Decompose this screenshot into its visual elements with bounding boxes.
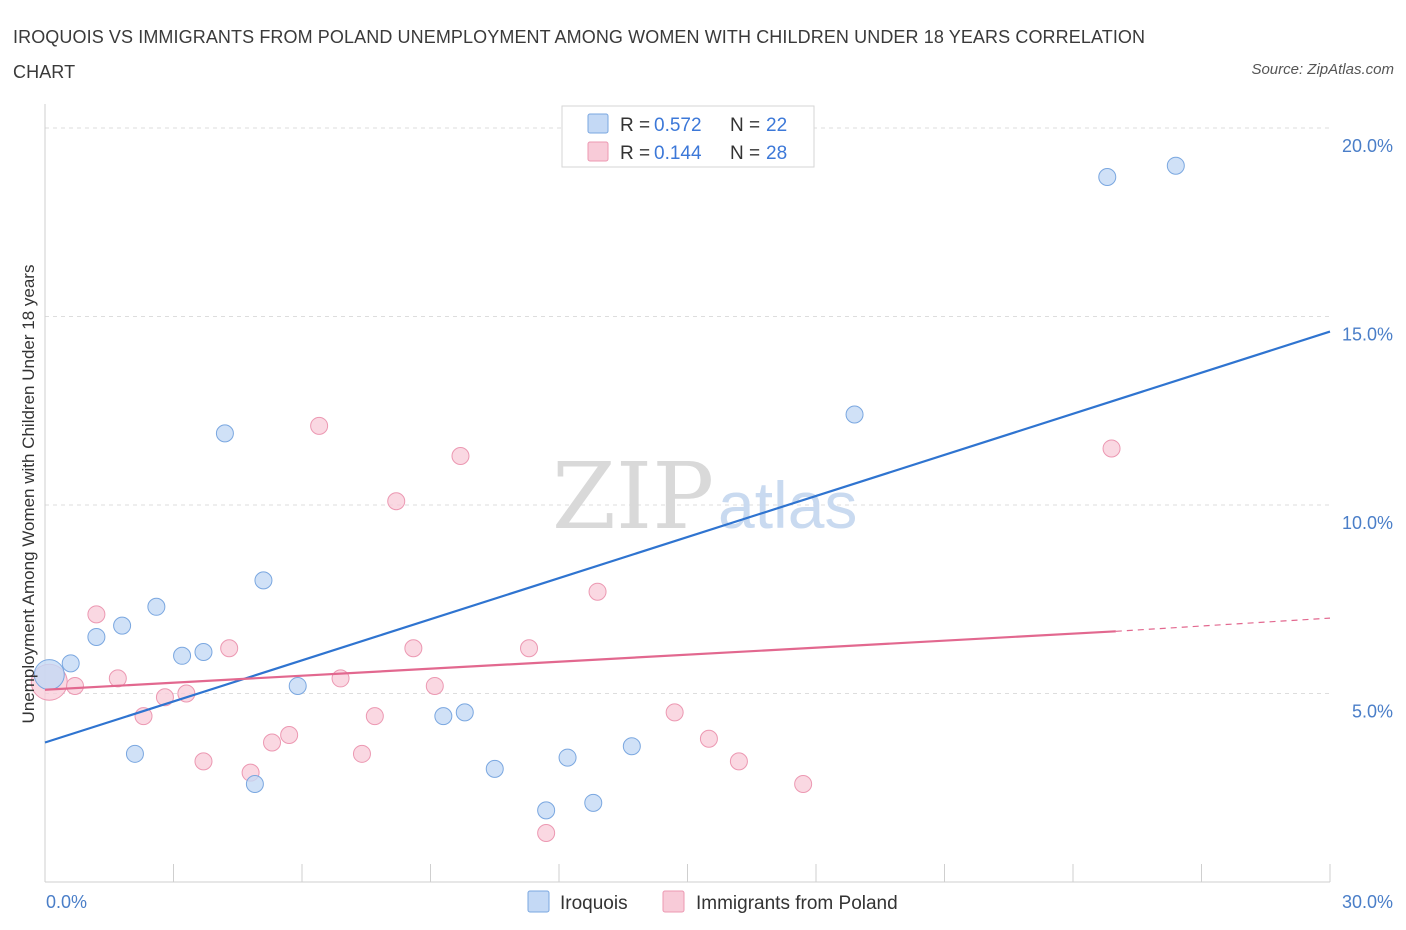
iroquois-point	[558, 748, 577, 767]
y-tick-label-10: 10.0%	[1342, 513, 1393, 533]
poland-point	[365, 707, 384, 726]
iroquois-point	[147, 597, 166, 616]
x-tick-label-0: 0.0%	[46, 892, 87, 912]
poland-point	[108, 669, 127, 688]
poland-point	[280, 725, 299, 744]
legend-r-label-1: R =	[620, 115, 650, 136]
series-iroquois-points	[33, 156, 1185, 820]
poland-trend-line	[44, 630, 1116, 691]
legend-r-value-1: 0.572	[654, 115, 702, 136]
chart-title: IROQUOIS VS IMMIGRANTS FROM POLAND UNEMP…	[13, 27, 1146, 82]
tick-labels: 0.0% 30.0% 5.0% 10.0% 15.0% 20.0%	[46, 136, 1393, 912]
poland-point	[699, 729, 718, 748]
legend-n-value-2: 28	[766, 143, 787, 164]
bottom-legend-label-iroquois: Iroquois	[560, 893, 628, 914]
iroquois-point	[125, 744, 144, 763]
iroquois-point	[113, 616, 132, 635]
poland-point	[1102, 439, 1121, 458]
source-credit: Source: ZipAtlas.com	[1251, 61, 1394, 78]
axes	[44, 104, 1331, 883]
iroquois-point	[622, 737, 641, 756]
iroquois-point	[33, 659, 65, 691]
grid-lines	[45, 127, 1330, 694]
poland-point	[352, 744, 371, 763]
legend-n-label-1: N =	[730, 115, 760, 136]
poland-point	[155, 688, 174, 707]
poland-point	[65, 676, 84, 695]
iroquois-point	[455, 703, 474, 722]
iroquois-point	[288, 676, 307, 695]
iroquois-point	[1098, 168, 1117, 187]
bottom-legend-swatch-poland	[662, 890, 685, 913]
poland-point	[404, 639, 423, 658]
poland-trend-extension	[1115, 617, 1331, 632]
iroquois-point	[537, 801, 556, 820]
bottom-legend-label-poland: Immigrants from Poland	[696, 893, 898, 914]
iroquois-point	[194, 643, 213, 662]
y-tick-label-15: 15.0%	[1342, 325, 1393, 345]
y-axis-title: Unemployment Among Women with Children U…	[19, 265, 38, 724]
iroquois-point	[584, 793, 603, 812]
poland-point	[425, 676, 444, 695]
poland-point	[451, 446, 470, 465]
bottom-legend-swatch-iroquois	[527, 890, 550, 913]
iroquois-point	[434, 707, 453, 726]
poland-point	[194, 752, 213, 771]
poland-point	[263, 733, 282, 752]
poland-point	[588, 582, 607, 601]
legend-r-value-2: 0.144	[654, 143, 702, 164]
poland-point	[665, 703, 684, 722]
poland-point	[537, 823, 556, 842]
y-tick-label-20: 20.0%	[1342, 136, 1393, 156]
legend-n-value-1: 22	[766, 115, 787, 136]
iroquois-trend-line	[44, 330, 1331, 744]
watermark-zip: ZIP	[552, 443, 714, 550]
poland-point	[310, 416, 329, 435]
legend-r-label-2: R =	[620, 143, 650, 164]
legend-n-label-2: N =	[730, 143, 760, 164]
y-tick-label-5: 5.0%	[1352, 702, 1393, 722]
poland-point	[794, 774, 813, 793]
watermark: ZIP atlas	[552, 443, 857, 550]
legend-swatch-iroquois	[587, 113, 609, 134]
iroquois-point	[173, 646, 192, 665]
iroquois-point	[245, 774, 264, 793]
poland-point	[520, 639, 539, 658]
trend-lines	[44, 330, 1331, 744]
legend-swatch-poland	[587, 141, 609, 162]
poland-point	[220, 639, 239, 658]
iroquois-point	[87, 627, 106, 646]
poland-point	[87, 605, 106, 624]
iroquois-point	[1166, 156, 1185, 175]
poland-point	[387, 492, 406, 511]
correlation-legend: R = 0.572 N = 22 R = 0.144 N = 28	[561, 105, 815, 168]
series-legend: Iroquois Immigrants from Poland	[527, 890, 898, 914]
poland-point	[729, 752, 748, 771]
iroquois-point	[61, 654, 80, 673]
iroquois-point	[215, 424, 234, 443]
iroquois-point	[485, 759, 504, 778]
iroquois-point	[845, 405, 864, 424]
x-tick-label-1: 30.0%	[1342, 892, 1393, 912]
iroquois-point	[254, 571, 273, 590]
